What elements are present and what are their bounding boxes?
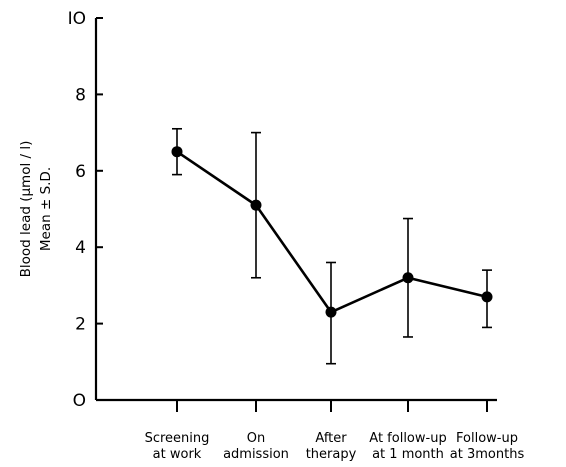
y-tick-label: O: [73, 391, 86, 411]
y-axis-label: Blood lead (µmol / l) Mean ± S.D.: [18, 141, 54, 278]
x-tick-label: Follow-up at 3months: [450, 431, 525, 462]
x-tick-label: At follow-up at 1 month: [369, 431, 446, 462]
y-tick-label: 6: [75, 162, 86, 182]
data-point: [402, 272, 414, 284]
error-bars: [172, 127, 492, 365]
x-tick-label-line: at 3months: [450, 447, 525, 462]
x-axis: [96, 398, 497, 412]
x-tick-label-line: admission: [223, 447, 289, 462]
y-tick-label: 2: [75, 315, 86, 335]
x-tick-label-line: After: [315, 431, 347, 446]
data-point: [325, 306, 337, 318]
x-tick-label-line: At follow-up: [369, 431, 446, 446]
y-tick-label: 4: [75, 238, 86, 258]
y-axis-title: Blood lead (µmol / l) Mean ± S.D.: [18, 141, 54, 278]
x-tick-label-line: On: [247, 431, 265, 446]
y-axis: O 2 4 6 8 IO: [68, 9, 103, 411]
x-tick-label-line: Follow-up: [456, 431, 518, 446]
x-tick-label: On admission: [223, 431, 289, 462]
data-point: [481, 291, 493, 303]
y-tick-label: 8: [75, 85, 86, 105]
y-axis-title-line: Mean ± S.D.: [38, 167, 54, 251]
series: [171, 146, 493, 318]
y-tick-label: IO: [68, 9, 86, 29]
x-tick-label-line: at work: [153, 447, 202, 462]
x-tick-label: After therapy: [306, 431, 357, 462]
x-tick-label-line: Screening: [145, 431, 210, 446]
x-tick-label-line: therapy: [306, 447, 357, 462]
x-tick-label-line: at 1 month: [372, 447, 444, 462]
x-tick-label: Screening at work: [145, 431, 210, 462]
series-line: [176, 150, 488, 314]
data-point: [171, 146, 183, 158]
y-axis-title-line: Blood lead (µmol / l): [18, 141, 34, 278]
data-point: [250, 199, 262, 211]
